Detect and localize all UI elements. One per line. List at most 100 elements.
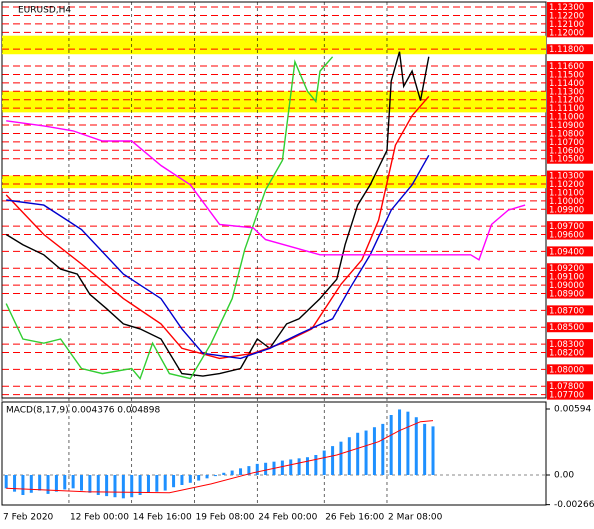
bar: [364, 430, 368, 475]
y-tick-label: 1.10100: [549, 188, 584, 198]
bar: [347, 437, 351, 475]
bar: [289, 459, 293, 475]
y-tick-box: [547, 2, 593, 13]
bar: [13, 475, 17, 492]
y-tick-label: 1.09100: [549, 273, 584, 283]
y-tick-label: 1.09000: [549, 281, 584, 291]
y-tick-label: 1.11500: [549, 70, 584, 80]
x-tick-label: 14 Feb 16:00: [133, 513, 192, 523]
y-tick-label: 1.07700: [549, 391, 584, 401]
bar: [163, 475, 167, 491]
y-tick-label: 1.08000: [549, 365, 584, 375]
y-tick-label: 1.08900: [549, 290, 584, 300]
y-tick-label: 0.00594: [554, 405, 591, 415]
y-tick-label: 1.10000: [549, 197, 584, 207]
y-tick-box: [547, 120, 593, 131]
bar: [331, 446, 335, 475]
y-tick-box: [547, 322, 593, 333]
series-line: [5, 51, 430, 377]
bar: [197, 475, 201, 481]
x-tick-label: 24 Feb 00:00: [258, 513, 317, 523]
y-tick-box: [547, 364, 593, 375]
y-tick-box: [547, 246, 593, 257]
y-tick-box: [547, 153, 593, 164]
bar: [213, 475, 217, 477]
bar: [138, 475, 142, 495]
y-tick-label: 1.08700: [549, 306, 584, 316]
y-tick-box: [547, 27, 593, 38]
main-frame: [1, 1, 547, 399]
y-tick-label: 1.12200: [549, 11, 584, 21]
bar: [21, 475, 25, 495]
y-tick-label: 1.11400: [549, 79, 584, 89]
y-tick-label: 1.09600: [549, 231, 584, 241]
y-tick-box: [547, 128, 593, 139]
x-tick-label: 26 Feb 16:00: [325, 513, 384, 523]
y-tick-label: 1.10700: [549, 138, 584, 148]
y-tick-box: [547, 44, 593, 55]
bar: [381, 423, 385, 475]
zone: [2, 91, 546, 113]
y-tick-label: 1.11600: [549, 62, 584, 72]
y-tick-box: [547, 178, 593, 189]
y-tick-label: 1.12100: [549, 20, 584, 30]
y-tick-label: 1.12300: [549, 3, 584, 13]
y-tick-label: 1.10500: [549, 155, 584, 165]
bar: [155, 475, 159, 492]
bar: [414, 417, 418, 475]
bar: [88, 475, 92, 493]
y-tick-label: 1.09700: [549, 222, 584, 232]
zone: [2, 175, 546, 189]
macd-frame: [1, 401, 547, 506]
bar: [46, 475, 50, 494]
bar: [96, 475, 100, 495]
y-tick-box: [547, 381, 593, 392]
y-tick-box: [547, 69, 593, 80]
y-tick-box: [547, 221, 593, 232]
bar: [80, 475, 84, 491]
y-tick-label: 1.08200: [549, 349, 584, 359]
y-tick-label: 1.11200: [549, 96, 584, 106]
bar: [398, 409, 402, 475]
y-tick-label: 1.10900: [549, 121, 584, 131]
y-tick-box: [547, 389, 593, 400]
bar: [71, 475, 75, 489]
bar: [389, 415, 393, 475]
bar: [423, 423, 427, 475]
y-tick-box: [547, 136, 593, 147]
macd-title: MACD(8,17,9) 0.004376 0.004898: [6, 406, 161, 416]
y-tick-box: [547, 145, 593, 156]
y-tick-box: [547, 10, 593, 21]
y-tick-label: 1.10200: [549, 180, 584, 190]
y-tick-label: 1.10300: [549, 172, 584, 182]
bar: [146, 475, 150, 493]
bar: [280, 460, 284, 475]
y-tick-label: 1.11100: [549, 104, 584, 114]
y-tick-box: [547, 271, 593, 282]
y-tick-box: [547, 263, 593, 274]
bar: [255, 463, 259, 475]
y-tick-box: [547, 347, 593, 358]
bar: [305, 457, 309, 475]
x-tick-label: 7 Feb 2020: [3, 513, 54, 523]
chart-title: EURUSD,H4: [18, 6, 71, 16]
y-tick-box: [547, 195, 593, 206]
bar: [180, 475, 184, 485]
y-tick-box: [547, 288, 593, 299]
bar: [113, 475, 117, 498]
signal-line: [6, 420, 434, 494]
y-tick-label: 1.10800: [549, 129, 584, 139]
bar: [406, 411, 410, 475]
y-tick-label: 1.08300: [549, 340, 584, 350]
y-tick-box: [547, 103, 593, 114]
y-tick-label: 1.10600: [549, 146, 584, 156]
y-tick-box: [547, 229, 593, 240]
y-tick-box: [547, 111, 593, 122]
y-tick-box: [547, 170, 593, 181]
bar: [356, 432, 360, 475]
y-tick-label: 1.11800: [549, 45, 584, 55]
y-tick-label: 1.08500: [549, 323, 584, 333]
series-line: [6, 120, 526, 261]
bar: [38, 475, 42, 491]
y-tick-box: [547, 187, 593, 198]
